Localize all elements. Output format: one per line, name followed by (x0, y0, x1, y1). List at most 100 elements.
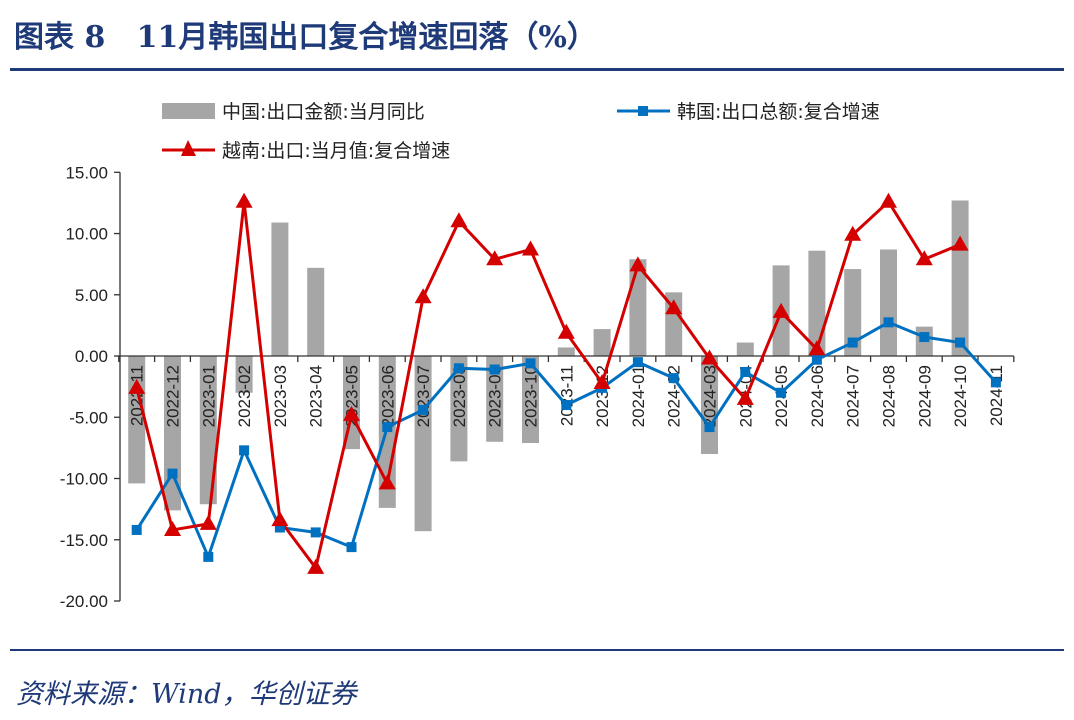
y-tick-label: 15.00 (65, 163, 108, 182)
figure-title: 图表 8 11月韩国出口复合增速回落（%） (14, 20, 597, 55)
marker-korea-2023-05 (346, 542, 357, 553)
marker-korea-2023-02 (239, 445, 250, 456)
bar-china-2023-03 (271, 222, 289, 357)
bar-china-2023-02 (235, 356, 253, 393)
bar-china-2023-09 (486, 356, 504, 442)
marker-vietnam-2024-05 (772, 302, 790, 318)
legend-marker-korea (638, 106, 648, 116)
marker-korea-2022-11 (131, 524, 142, 535)
bar-china-2023-08 (450, 356, 468, 462)
marker-korea-2023-10 (525, 358, 536, 369)
marker-vietnam-2023-06 (378, 474, 396, 490)
x-tick-label: 2024-03 (701, 365, 720, 427)
title-divider (10, 68, 1064, 71)
x-tick-label: 2023-01 (199, 365, 218, 427)
y-tick-label: -15.00 (60, 531, 108, 550)
marker-vietnam-2023-12 (593, 373, 611, 389)
marker-korea-2024-07 (847, 337, 858, 348)
marker-korea-2023-07 (418, 404, 429, 415)
marker-korea-2023-11 (561, 400, 572, 411)
marker-korea-2024-06 (811, 354, 822, 365)
bar-china-2023-04 (307, 267, 325, 357)
marker-vietnam-2023-10 (522, 240, 539, 256)
footer-divider (10, 649, 1064, 651)
marker-vietnam-2023-04 (307, 558, 325, 574)
marker-korea-2023-09 (489, 364, 500, 375)
bar-china-2023-07 (414, 356, 432, 532)
y-tick-label: 0.00 (75, 347, 108, 366)
marker-vietnam-2023-05 (343, 405, 360, 421)
marker-korea-2023-06 (382, 422, 393, 433)
bar-china-2023-10 (522, 356, 539, 443)
legend: 中国:出口金额:当月同比 韩国:出口总额:复合增速 越南:出口:当月值:复合增速 (162, 101, 880, 162)
x-tick-label: 2023-02 (235, 365, 254, 427)
x-tick-label: 2023-03 (271, 365, 290, 427)
bar-china-2023-01 (199, 356, 217, 505)
bar-china-2024-10 (951, 200, 969, 357)
marker-vietnam-2024-10 (951, 235, 969, 251)
marker-vietnam-2023-08 (450, 212, 468, 228)
marker-korea-2024-09 (919, 332, 930, 343)
marker-vietnam-2023-09 (486, 250, 504, 266)
source-note: 资料来源：Wind，华创证券 (16, 679, 357, 710)
bar-china-2024-08 (880, 249, 897, 357)
marker-korea-2023-08 (453, 363, 464, 374)
marker-vietnam-2024-01 (629, 256, 647, 272)
marker-vietnam-2023-03 (271, 511, 289, 527)
x-tick-label: 2023-12 (593, 365, 612, 427)
legend-marker-vietnam (181, 140, 196, 156)
x-tick-label: 2023-10 (522, 365, 541, 427)
y-tick-label: 5.00 (75, 286, 108, 305)
x-tick-label: 2023-08 (450, 365, 469, 427)
marker-korea-2023-03 (274, 522, 285, 533)
marker-korea-2024-02 (668, 373, 679, 384)
marker-vietnam-2023-02 (235, 192, 253, 208)
marker-korea-2024-11 (990, 377, 1001, 388)
bar-china-2024-06 (808, 250, 826, 357)
marker-korea-2024-10 (955, 337, 966, 348)
x-tick-label: 2023-09 (486, 365, 505, 427)
marker-vietnam-2024-04 (736, 389, 754, 405)
legend-swatch-china (162, 103, 215, 119)
x-tick-label: 2024-10 (951, 365, 970, 427)
marker-vietnam-2022-11 (128, 378, 146, 394)
x-tick-label: 2023-04 (307, 365, 326, 427)
marker-vietnam-2022-12 (164, 520, 181, 536)
x-tick-label: 2024-01 (629, 365, 648, 427)
x-tick-label: 2023-06 (378, 365, 397, 427)
x-tick-label: 2024-08 (880, 365, 899, 427)
line-korea (135, 320, 998, 559)
x-tick-label: 2023-05 (343, 365, 362, 427)
bar-china-2024-07 (844, 269, 862, 357)
x-tick-label: 2023-11 (557, 365, 576, 426)
marker-korea-2022-12 (167, 468, 178, 479)
y-tick-label: -5.00 (69, 408, 108, 427)
marker-vietnam-2024-09 (915, 250, 933, 266)
x-tick-label: 2022-12 (164, 365, 183, 427)
x-tick-label: 2024-07 (844, 365, 863, 427)
marker-vietnam-2023-11 (557, 323, 575, 339)
bar-china-2023-12 (593, 329, 611, 357)
legend-label-vietnam: 越南:出口:当月值:复合增速 (222, 140, 450, 162)
x-tick-label: 2024-06 (808, 365, 827, 427)
marker-vietnam-2024-03 (701, 349, 718, 365)
marker-korea-2024-08 (883, 317, 894, 328)
marker-vietnam-2023-01 (199, 514, 217, 530)
x-tick-label: 2024-09 (915, 365, 934, 427)
marker-vietnam-2024-08 (880, 192, 897, 208)
marker-vietnam-2024-06 (808, 340, 826, 356)
line-vietnam (135, 200, 961, 570)
bar-china-2023-11 (557, 347, 575, 357)
x-tick-label: 2023-07 (414, 365, 433, 427)
legend-label-korea: 韩国:出口总额:复合增速 (677, 101, 880, 123)
marker-korea-2023-01 (203, 551, 214, 562)
legend-label-china: 中国:出口金额:当月同比 (222, 101, 425, 123)
marker-vietnam-2024-07 (844, 225, 862, 241)
marker-vietnam-2023-07 (414, 288, 432, 304)
y-tick-label: 10.00 (65, 225, 108, 244)
bar-china-2024-04 (736, 342, 754, 357)
marker-korea-2024-04 (740, 366, 751, 377)
marker-korea-2024-03 (704, 422, 715, 433)
chart: 中国:出口金额:当月同比 韩国:出口总额:复合增速 越南:出口:当月值:复合增速… (60, 101, 1015, 611)
marker-vietnam-2024-02 (665, 299, 683, 315)
